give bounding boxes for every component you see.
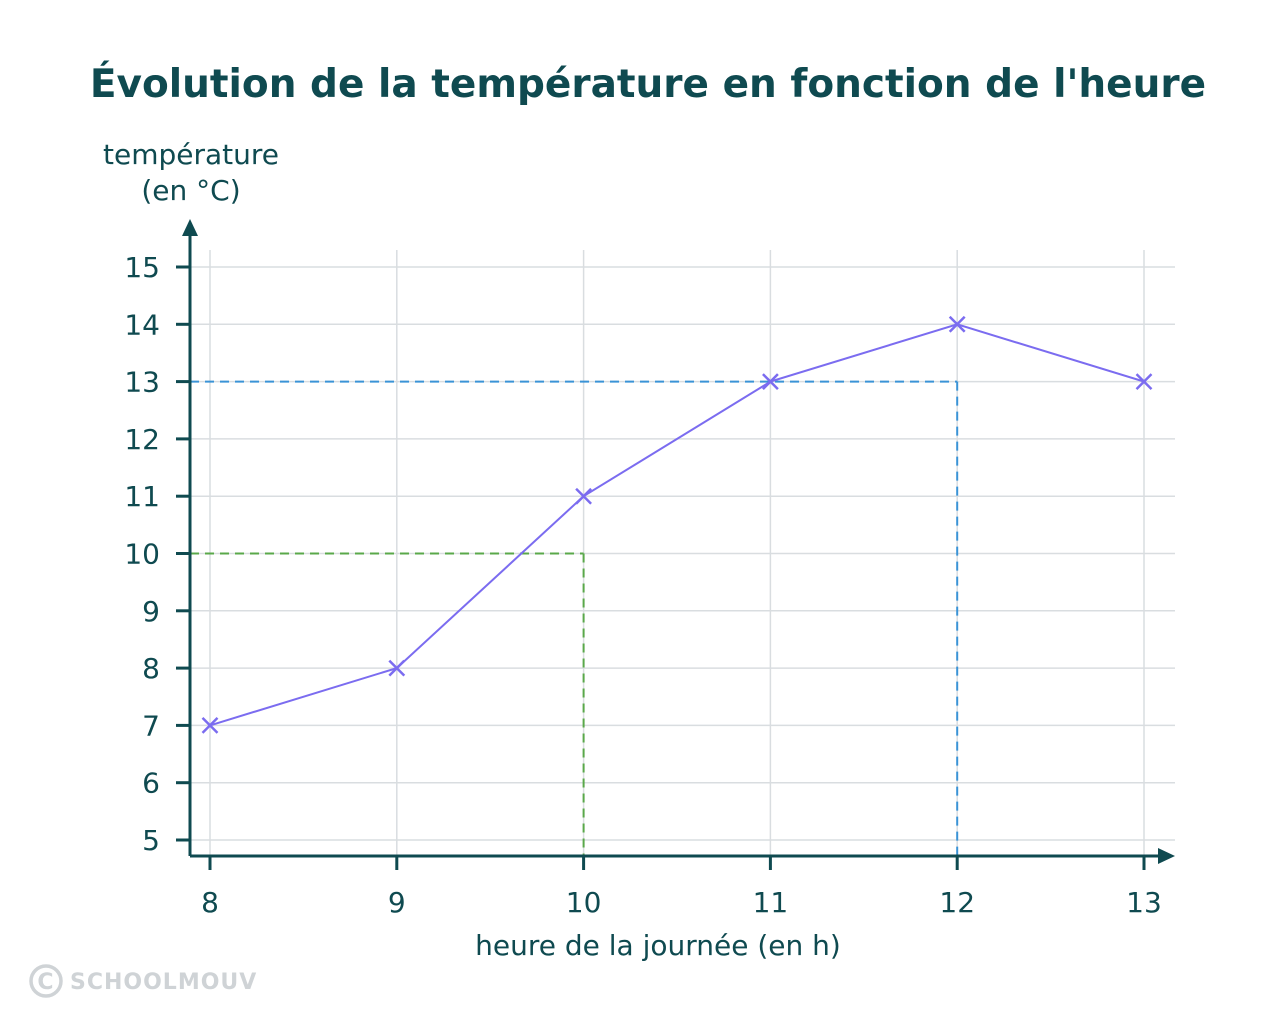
y-tick-label-14: 14: [124, 308, 160, 341]
temperature-series: [201, 315, 1153, 734]
x-tick-label-8: 8: [201, 886, 219, 919]
watermark-text: SCHOOLMOUV: [70, 970, 257, 995]
chart-title: Évolution de la température en fonction …: [90, 60, 1206, 107]
copyright-icon: [29, 964, 63, 998]
data-point-9: [388, 659, 406, 677]
y-tick-label-8: 8: [142, 652, 160, 685]
temperature-line: [209, 323, 1145, 727]
x-tick-label-12: 12: [939, 886, 975, 919]
x-tick-label-10: 10: [566, 886, 602, 919]
grid: [190, 250, 1175, 856]
data-point-13: [1135, 373, 1153, 390]
y-tick-label-10: 10: [124, 538, 160, 571]
y-tick-label-9: 9: [142, 595, 160, 628]
x-tick-label-11: 11: [753, 886, 789, 919]
data-point-10: [575, 487, 592, 505]
y-tick-label-7: 7: [142, 709, 160, 742]
axes: [176, 219, 1175, 870]
y-axis-label-line2: (en °C): [141, 174, 240, 207]
y-axis-arrow-icon: [182, 219, 198, 236]
data-point-12: [948, 315, 966, 333]
reading-guides: [190, 380, 959, 856]
copyright-symbol: C: [37, 970, 54, 995]
y-tick-label-13: 13: [124, 366, 160, 399]
y-tick-label-12: 12: [124, 423, 160, 456]
y-tick-label-11: 11: [124, 480, 160, 513]
x-axis-label: heure de la journée (en h): [475, 929, 841, 962]
x-tick-label-13: 13: [1126, 886, 1162, 919]
y-tick-label-6: 6: [142, 767, 160, 800]
x-tick-label-9: 9: [388, 886, 406, 919]
y-tick-label-5: 5: [142, 824, 160, 857]
tick-labels: 5 6 7 8 9 10 11 12 13 14 15 8 9 10 11 12 13: [124, 251, 1161, 919]
y-tick-label-15: 15: [124, 251, 160, 284]
x-axis-arrow-icon: [1158, 848, 1175, 864]
data-point-11: [762, 373, 779, 390]
data-point-8: [201, 717, 219, 734]
y-axis-label-line1: température: [103, 138, 279, 171]
watermark: C SCHOOLMOUV: [29, 964, 257, 998]
